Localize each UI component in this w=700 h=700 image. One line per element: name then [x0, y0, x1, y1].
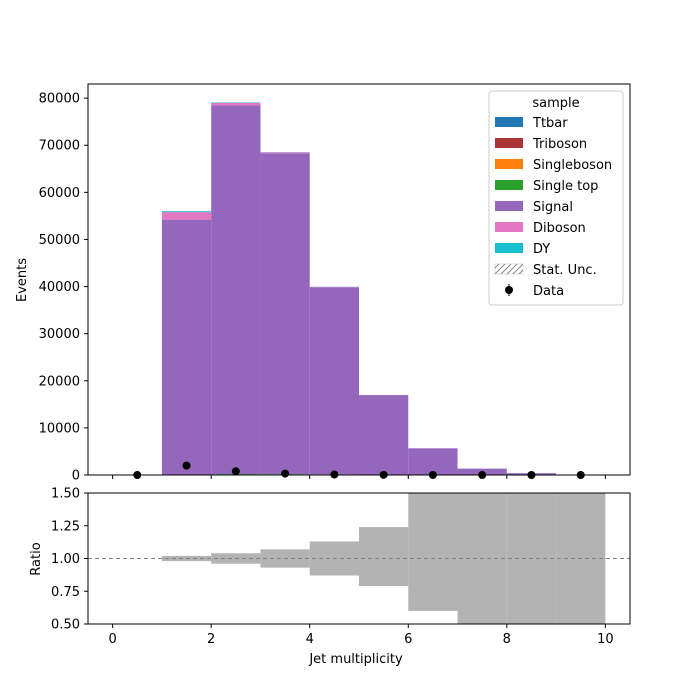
main-axes-frame	[87, 83, 631, 476]
main-x-ticks	[112, 475, 606, 479]
bar-signal	[408, 448, 458, 475]
legend-hatch-line	[500, 264, 512, 274]
legend-swatch-dy	[495, 243, 523, 253]
x-axis-label: Jet multiplicity	[308, 652, 403, 667]
y-tick-label: 80000	[39, 92, 80, 107]
ratio-y-axis-label: Ratio	[29, 542, 44, 575]
bar-diboson	[161, 212, 212, 220]
legend-label-stat-unc: Stat. Unc.	[533, 263, 597, 278]
legend-swatch-signal	[495, 201, 523, 211]
y-tick-label: 40000	[39, 280, 80, 295]
legend: sample Ttbar Triboson Singleboson Single to…	[488, 90, 624, 306]
bar-signal	[161, 219, 212, 475]
legend-items: Ttbar Triboson Singleboson Single top Signal…	[494, 116, 612, 299]
data-point	[182, 461, 191, 470]
stacked-bars	[161, 102, 606, 475]
y-tick-label: 60000	[39, 186, 80, 201]
ratio-x-tick-label: 8	[503, 632, 511, 647]
y-tick-label: 30000	[39, 327, 80, 342]
legend-swatch-single-top	[495, 180, 523, 190]
legend-swatch-data	[505, 286, 513, 294]
legend-title: sample	[532, 96, 579, 111]
legend-label-diboson: Diboson	[533, 221, 586, 236]
ratio-panel: 0.50 0.75 1.00 1.25 1.50 0 2 4 6 8 10 Ratio Jet m…	[29, 487, 631, 667]
y-tick-label: 0	[72, 469, 80, 484]
legend-label-triboson: Triboson	[532, 137, 587, 152]
bar-signal	[359, 395, 409, 475]
bar-diboson	[211, 102, 261, 106]
ratio-y-tick-label: 1.00	[51, 552, 80, 567]
legend-label-dy: DY	[533, 242, 550, 257]
legend-swatch-ttbar	[495, 117, 523, 127]
ratio-y-tick-label: 0.75	[51, 585, 80, 600]
main-panel: 0 10000 20000 30000 40000 50000 60000 70000 8000…	[15, 83, 631, 484]
legend-swatch-singleboson	[495, 159, 523, 169]
y-tick-label: 70000	[39, 139, 80, 154]
legend-hatch-line	[506, 264, 518, 274]
ratio-y-tick-label: 0.50	[51, 618, 80, 633]
y-tick-label: 50000	[39, 233, 80, 248]
bar-dy	[161, 211, 212, 213]
ratio-y-tick-label: 1.25	[51, 519, 80, 534]
bar-signal	[309, 287, 359, 475]
bar-signal	[260, 153, 310, 475]
main-y-ticks: 0 10000 20000 30000 40000 50000 60000 70000 8000…	[39, 92, 88, 484]
ratio-x-tick-label: 6	[404, 632, 412, 647]
ratio-y-tick-label: 1.50	[51, 487, 80, 502]
legend-hatch-line	[518, 269, 523, 274]
ratio-x-tick-label: 0	[108, 632, 116, 647]
legend-hatch-line	[512, 264, 523, 274]
bar-signal	[211, 105, 261, 475]
ratio-x-tick-label: 10	[597, 632, 614, 647]
legend-hatch-line	[495, 264, 500, 269]
legend-swatch-diboson	[495, 222, 523, 232]
data-point	[281, 469, 290, 478]
data-point	[231, 467, 240, 476]
legend-hatch-line	[495, 264, 506, 274]
y-tick-label: 20000	[39, 374, 80, 389]
y-tick-label: 10000	[39, 421, 80, 436]
legend-label-data: Data	[533, 284, 564, 299]
ratio-x-tick-label: 2	[207, 632, 215, 647]
ratio-y-ticks: 0.50 0.75 1.00 1.25 1.50	[51, 487, 88, 633]
bar-diboson	[260, 152, 310, 154]
legend-swatch-stat-unc	[494, 263, 524, 275]
legend-label-single-top: Single top	[533, 179, 598, 194]
ratio-x-ticks: 0 2 4 6 8 10	[108, 624, 614, 647]
ratio-x-tick-label: 4	[306, 632, 314, 647]
main-y-axis-label: Events	[15, 258, 30, 302]
ratio-unc-bin	[408, 493, 458, 611]
legend-label-ttbar: Ttbar	[532, 116, 568, 131]
legend-swatch-triboson	[495, 138, 523, 148]
legend-label-singleboson: Singleboson	[533, 158, 612, 173]
ratio-unc-bin	[359, 527, 409, 587]
legend-label-signal: Signal	[533, 200, 573, 215]
